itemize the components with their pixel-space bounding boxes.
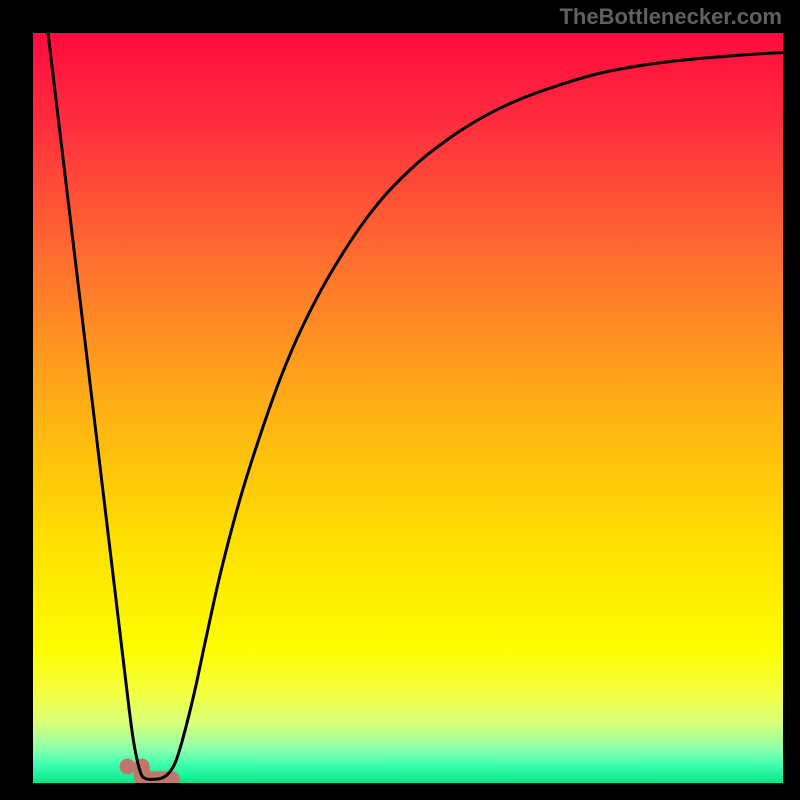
chart-plot-area xyxy=(33,33,783,783)
bottleneck-curve xyxy=(48,33,783,779)
chart-svg-layer xyxy=(33,33,783,783)
frame-bottom xyxy=(0,783,800,800)
frame-left xyxy=(0,0,33,800)
frame-right xyxy=(783,0,800,800)
marker-dot xyxy=(120,759,136,775)
watermark-text: TheBottlenecker.com xyxy=(559,4,782,30)
